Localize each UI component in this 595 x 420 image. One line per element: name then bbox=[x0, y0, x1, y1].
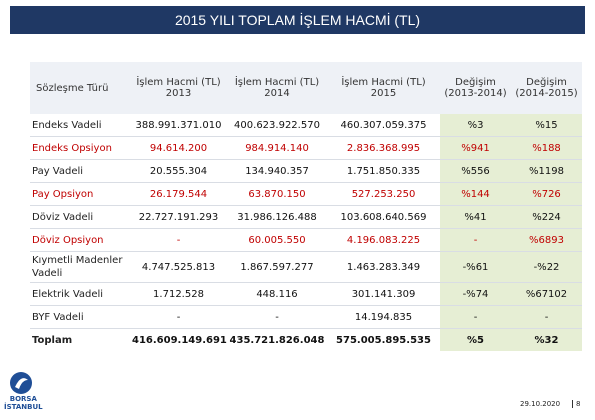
value-cell: %6893 bbox=[511, 228, 582, 252]
value-cell: %144 bbox=[440, 182, 511, 206]
header-line: İşlem Hacmi (TL) bbox=[136, 77, 221, 88]
header-line: Değişim bbox=[455, 77, 496, 88]
value-cell: 4.196.083.225 bbox=[327, 228, 440, 252]
row-label: Döviz Vadeli bbox=[30, 205, 130, 229]
value-cell: 1.867.597.277 bbox=[227, 251, 327, 283]
value-cell: 301.141.309 bbox=[327, 282, 440, 306]
header-cell: Değişim (2013-2014) bbox=[440, 62, 511, 114]
date: 29.10.2020 bbox=[520, 400, 561, 408]
value-cell: 4.747.525.813 bbox=[130, 251, 227, 283]
value-cell: %556 bbox=[440, 159, 511, 183]
table-row: Toplam 416.609.149.691 435.721.826.048 575.… bbox=[30, 328, 582, 351]
header-row: Sözleşme Türü İşlem Hacmi (TL) 2013 İşlem H… bbox=[30, 62, 582, 114]
value-cell: -%74 bbox=[440, 282, 511, 306]
logo-mark bbox=[10, 372, 32, 394]
header-cell: İşlem Hacmi (TL) 2015 bbox=[327, 62, 440, 114]
value-cell: %32 bbox=[511, 328, 582, 351]
header-cell: Sözleşme Türü bbox=[30, 62, 130, 114]
row-label: Endeks Vadeli bbox=[30, 114, 130, 137]
logo-text: BORSA İSTANBUL bbox=[4, 395, 43, 411]
value-cell: 460.307.059.375 bbox=[327, 114, 440, 137]
value-cell: 22.727.191.293 bbox=[130, 205, 227, 229]
value-cell: 63.870.150 bbox=[227, 182, 327, 206]
value-cell: %41 bbox=[440, 205, 511, 229]
value-cell: 1.712.528 bbox=[130, 282, 227, 306]
header-line: (2014-2015) bbox=[515, 88, 578, 99]
value-cell: 400.623.922.570 bbox=[227, 114, 327, 137]
value-cell: -%22 bbox=[511, 251, 582, 283]
row-label: Elektrik Vadeli bbox=[30, 282, 130, 306]
table-row: Elektrik Vadeli 1.712.528 448.116 301.141.3… bbox=[30, 282, 582, 306]
table-row: Pay Vadeli 20.555.304 134.940.357 1.751.850… bbox=[30, 159, 582, 183]
table-row: BYF Vadeli - -14.194.835- - bbox=[30, 305, 582, 329]
table-body: Endeks Vadeli 388.991.371.010 400.623.922.… bbox=[30, 114, 582, 351]
value-cell: %67102 bbox=[511, 282, 582, 306]
header-cell: İşlem Hacmi (TL) 2014 bbox=[227, 62, 327, 114]
table-row: Döviz Opsiyon -60.005.550 4.196.083.225- %6… bbox=[30, 228, 582, 252]
value-cell: - bbox=[130, 305, 227, 329]
value-cell: 103.608.640.569 bbox=[327, 205, 440, 229]
value-cell: 416.609.149.691 bbox=[132, 334, 227, 346]
page-number: 8 bbox=[572, 400, 580, 408]
row-label: BYF Vadeli bbox=[30, 305, 130, 329]
value-cell: %15 bbox=[511, 114, 582, 137]
header-line: 2015 bbox=[370, 88, 397, 99]
title: 2015 YILI TOPLAM İŞLEM HACMİ (TL) bbox=[10, 6, 585, 34]
header-cell: İşlem Hacmi (TL) 2013 bbox=[130, 62, 227, 114]
value-cell: 20.555.304 bbox=[130, 159, 227, 183]
value-cell: 435.721.826.048 bbox=[229, 334, 325, 346]
value-cell: %5 bbox=[440, 328, 511, 351]
value-cell: 26.179.544 bbox=[130, 182, 227, 206]
row-label: Pay Vadeli bbox=[30, 159, 130, 183]
logo-line: BORSA bbox=[9, 395, 37, 403]
value-cell: 60.005.550 bbox=[227, 228, 327, 252]
header-line: (2013-2014) bbox=[444, 88, 507, 99]
value-cell: -%61 bbox=[440, 251, 511, 283]
value-cell: - bbox=[227, 305, 327, 329]
header-line: 2014 bbox=[264, 88, 290, 99]
row-label: Kıymetli Madenler Vadeli bbox=[30, 251, 130, 283]
row-label: Döviz Opsiyon bbox=[30, 228, 130, 252]
value-cell: %1198 bbox=[511, 159, 582, 183]
value-cell: 448.116 bbox=[227, 282, 327, 306]
value-cell: - bbox=[440, 228, 511, 252]
table-row: Pay Opsiyon 26.179.544 63.870.150 527.253.2… bbox=[30, 182, 582, 206]
value-cell: 2.836.368.995 bbox=[327, 136, 440, 160]
row-label: Toplam bbox=[32, 334, 73, 346]
table-row: Endeks Vadeli 388.991.371.010 400.623.922.… bbox=[30, 114, 582, 137]
value-cell: 1.463.283.349 bbox=[327, 251, 440, 283]
value-cell: %941 bbox=[440, 136, 511, 160]
value-cell: %188 bbox=[511, 136, 582, 160]
value-cell: 984.914.140 bbox=[227, 136, 327, 160]
value-cell: 31.986.126.488 bbox=[227, 205, 327, 229]
table-row: Kıymetli Madenler Vadeli 4.747.525.813 1.8… bbox=[30, 251, 582, 283]
table-row: Endeks Opsiyon 94.614.200 984.914.140 2.836… bbox=[30, 136, 582, 160]
value-cell: %224 bbox=[511, 205, 582, 229]
value-cell: - bbox=[130, 228, 227, 252]
value-cell: 1.751.850.335 bbox=[327, 159, 440, 183]
header-line: Sözleşme Türü bbox=[36, 82, 109, 94]
header-line: Değişim bbox=[526, 77, 567, 88]
value-cell: - bbox=[440, 305, 511, 329]
value-cell: 14.194.835 bbox=[327, 305, 440, 329]
table-row: Döviz Vadeli 22.727.191.293 31.986.126.488… bbox=[30, 205, 582, 229]
value-cell: 527.253.250 bbox=[327, 182, 440, 206]
value-cell: 388.991.371.010 bbox=[130, 114, 227, 137]
value-cell: 575.005.895.535 bbox=[336, 334, 431, 346]
header-line: 2013 bbox=[165, 88, 192, 99]
row-label: Pay Opsiyon bbox=[30, 182, 130, 206]
value-cell: 94.614.200 bbox=[130, 136, 227, 160]
value-cell: 134.940.357 bbox=[227, 159, 327, 183]
table: Sözleşme Türü İşlem Hacmi (TL) 2013 İşlem H… bbox=[30, 62, 582, 351]
header-line: İşlem Hacmi (TL) bbox=[234, 77, 320, 88]
logo-line: İSTANBUL bbox=[4, 403, 43, 411]
row-label: Endeks Opsiyon bbox=[30, 136, 130, 160]
value-cell: - bbox=[511, 305, 582, 329]
value-cell: %3 bbox=[440, 114, 511, 137]
header-line: İşlem Hacmi (TL) bbox=[341, 77, 426, 88]
header-cell: Değişim (2014-2015) bbox=[511, 62, 582, 114]
value-cell: %726 bbox=[511, 182, 582, 206]
